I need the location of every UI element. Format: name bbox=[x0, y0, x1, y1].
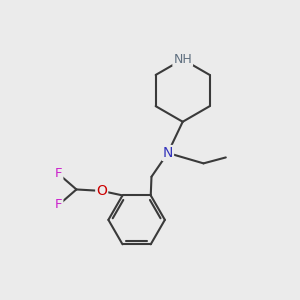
Text: NH: NH bbox=[173, 53, 192, 66]
Text: F: F bbox=[55, 198, 62, 212]
Text: F: F bbox=[55, 167, 62, 181]
Text: N: N bbox=[163, 146, 173, 160]
Text: O: O bbox=[96, 184, 107, 198]
